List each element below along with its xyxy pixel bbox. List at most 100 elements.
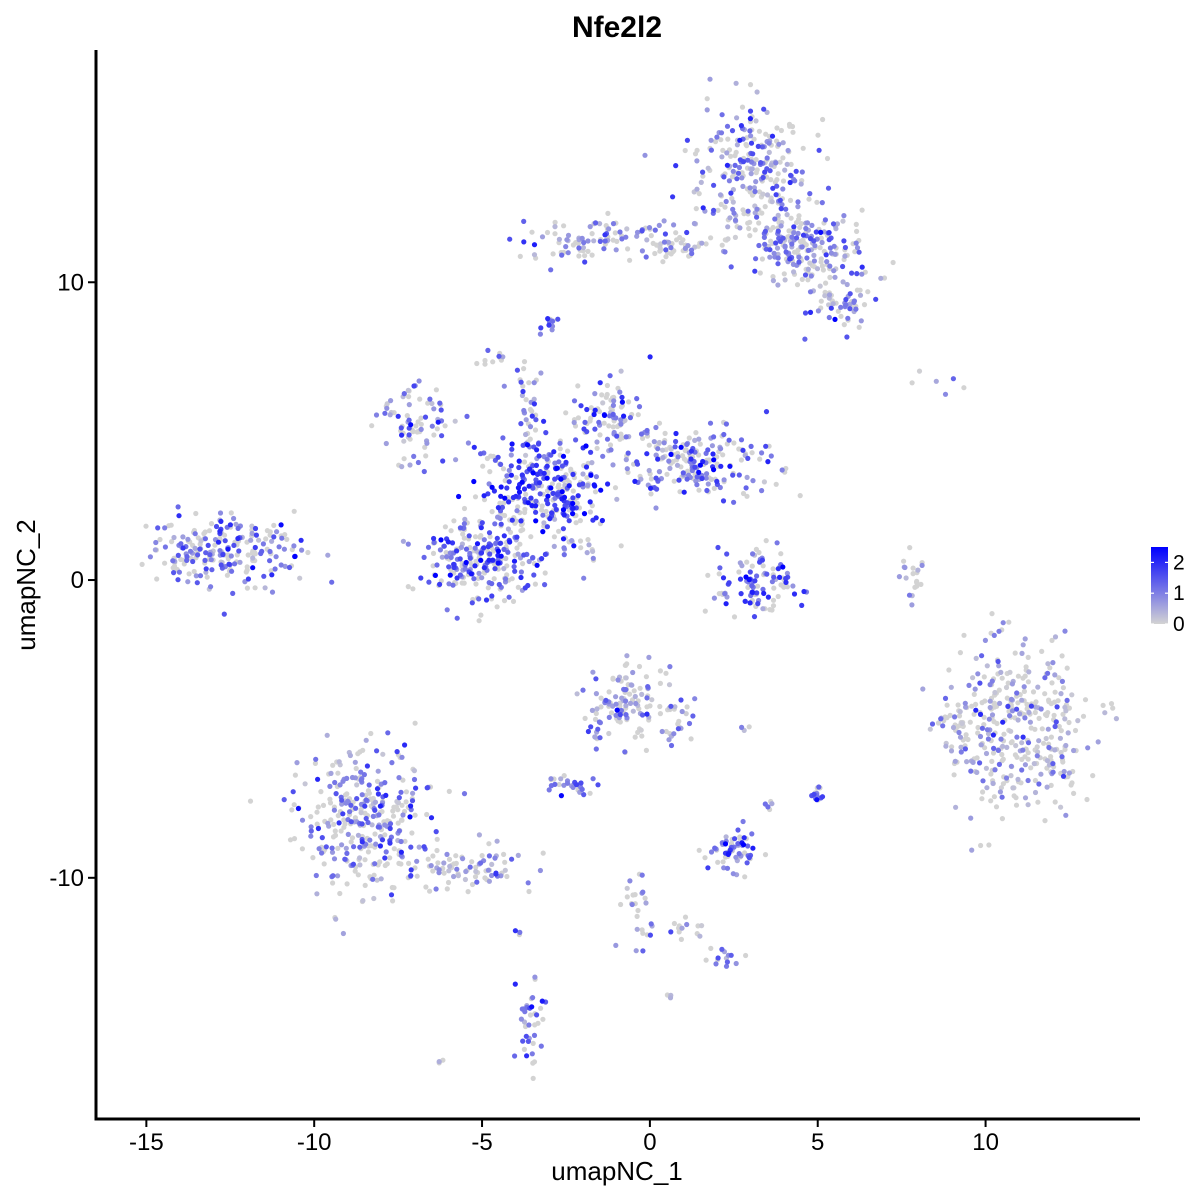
cell-point bbox=[814, 797, 820, 803]
cell-point bbox=[286, 564, 293, 571]
cell-point bbox=[524, 442, 531, 448]
cell-point bbox=[991, 745, 997, 752]
cell-point bbox=[704, 107, 710, 113]
cell-point bbox=[949, 744, 955, 750]
cell-point bbox=[715, 544, 721, 551]
cell-point bbox=[335, 770, 341, 776]
cell-point bbox=[491, 488, 497, 494]
cell-point bbox=[372, 831, 378, 837]
cell-point bbox=[632, 693, 638, 700]
cell-point bbox=[523, 397, 529, 403]
cell-point bbox=[401, 456, 407, 462]
cell-point bbox=[747, 233, 753, 239]
cell-point bbox=[1021, 684, 1027, 690]
cell-point bbox=[519, 392, 526, 399]
cell-point bbox=[615, 677, 621, 683]
cell-point bbox=[1008, 773, 1014, 779]
cell-point bbox=[1035, 749, 1041, 755]
cell-point bbox=[705, 572, 711, 578]
cell-point bbox=[749, 450, 755, 456]
cell-point bbox=[611, 398, 617, 404]
cell-point bbox=[472, 494, 479, 500]
cell-point bbox=[619, 236, 625, 242]
cell-point bbox=[385, 730, 391, 736]
cell-point bbox=[433, 829, 439, 835]
cell-point bbox=[315, 776, 321, 782]
cell-point bbox=[1059, 754, 1065, 760]
cell-point bbox=[170, 558, 176, 564]
cell-point bbox=[444, 851, 450, 858]
cell-point bbox=[664, 471, 670, 477]
cell-point bbox=[319, 835, 325, 841]
cell-point bbox=[996, 687, 1002, 693]
cell-point bbox=[1027, 719, 1033, 725]
cell-point bbox=[753, 118, 759, 124]
cell-point bbox=[988, 798, 994, 804]
cell-point bbox=[762, 801, 768, 807]
cell-point bbox=[1085, 745, 1091, 751]
cell-point bbox=[297, 575, 303, 581]
cell-point bbox=[321, 861, 327, 867]
cell-point bbox=[684, 441, 690, 447]
cell-point bbox=[208, 557, 214, 563]
cell-point bbox=[166, 523, 172, 529]
cell-point bbox=[965, 736, 971, 743]
cell-point bbox=[1069, 692, 1075, 698]
cell-point bbox=[659, 728, 665, 735]
cell-point bbox=[983, 765, 990, 771]
cell-point bbox=[231, 542, 237, 549]
cell-point bbox=[478, 550, 485, 556]
cell-point bbox=[481, 493, 487, 499]
cell-point bbox=[571, 398, 578, 404]
cell-point bbox=[554, 491, 560, 497]
cell-point bbox=[502, 859, 508, 865]
cell-point bbox=[446, 856, 453, 863]
cell-point bbox=[716, 571, 722, 577]
cell-point bbox=[962, 746, 969, 752]
cell-point bbox=[1052, 689, 1058, 695]
cell-point bbox=[384, 405, 390, 411]
cell-point bbox=[729, 128, 736, 134]
cell-point bbox=[768, 177, 774, 183]
cell-point bbox=[840, 218, 846, 224]
cell-point bbox=[544, 229, 551, 236]
cell-point bbox=[523, 417, 529, 423]
cell-point bbox=[516, 489, 523, 495]
cell-point bbox=[961, 632, 967, 638]
cell-point bbox=[539, 503, 545, 509]
cell-point bbox=[622, 749, 628, 755]
cell-point bbox=[411, 776, 418, 783]
cell-point bbox=[610, 676, 616, 682]
cell-point bbox=[613, 247, 619, 253]
cell-point bbox=[709, 443, 716, 449]
cell-point bbox=[807, 260, 813, 266]
cell-point bbox=[623, 234, 629, 240]
cell-point bbox=[175, 577, 181, 583]
cell-point bbox=[842, 244, 849, 251]
cell-point bbox=[523, 452, 529, 458]
cell-point bbox=[760, 191, 766, 197]
cell-point bbox=[761, 106, 767, 112]
cell-point bbox=[342, 821, 348, 827]
cell-point bbox=[991, 794, 998, 800]
cell-point bbox=[162, 525, 168, 531]
cell-point bbox=[588, 724, 594, 730]
cell-point bbox=[530, 470, 536, 476]
cell-point bbox=[907, 545, 913, 551]
legend-tick-label: 0 bbox=[1173, 613, 1185, 636]
cell-point bbox=[805, 247, 812, 253]
cell-point bbox=[764, 571, 770, 577]
cell-point bbox=[738, 457, 745, 463]
cell-point bbox=[648, 233, 654, 239]
cell-point bbox=[648, 921, 654, 927]
cell-point bbox=[299, 846, 305, 852]
cell-point bbox=[287, 837, 294, 843]
cell-point bbox=[794, 282, 801, 288]
cell-point bbox=[929, 721, 936, 727]
cell-point bbox=[585, 482, 591, 488]
cell-point bbox=[823, 252, 829, 258]
cell-point bbox=[644, 451, 650, 457]
cell-point bbox=[997, 789, 1004, 795]
cell-point bbox=[749, 831, 755, 837]
cell-point bbox=[531, 1032, 538, 1038]
